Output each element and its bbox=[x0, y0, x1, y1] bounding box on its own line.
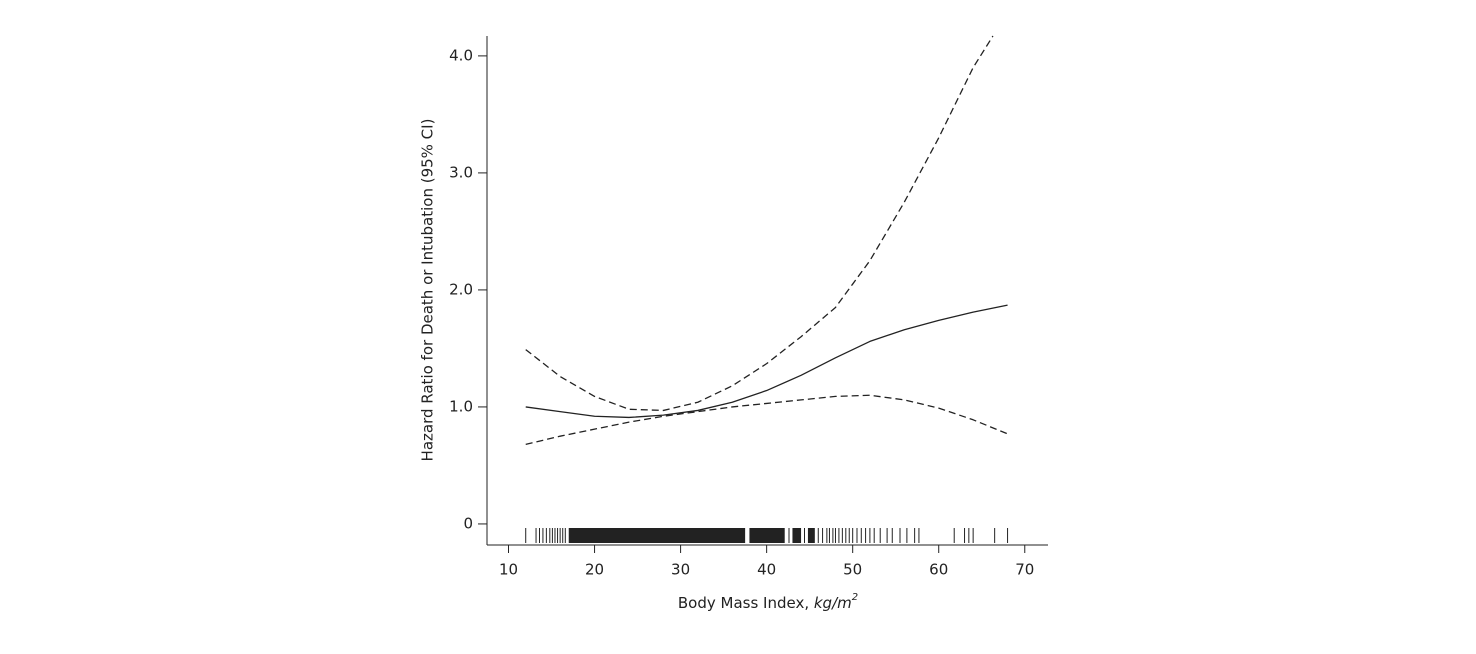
rug-band bbox=[749, 528, 785, 543]
rug-band bbox=[807, 528, 815, 543]
ci-line bbox=[525, 394, 1008, 446]
rug-band bbox=[568, 528, 746, 543]
x-tick-label: 30 bbox=[671, 561, 690, 579]
x-tick-label: 50 bbox=[843, 561, 862, 579]
x-tick-label: 10 bbox=[499, 561, 518, 579]
x-tick-label: 20 bbox=[585, 561, 604, 579]
x-label-text: Body Mass Index, bbox=[678, 594, 814, 612]
y-tick-label: 3.0 bbox=[449, 163, 473, 181]
x-tick-label: 60 bbox=[929, 561, 948, 579]
y-axis-label: Hazard Ratio for Death or Intubation (95… bbox=[419, 119, 437, 462]
x-label-sup: 2 bbox=[852, 592, 858, 603]
x-label-unit: kg/m bbox=[814, 594, 852, 612]
y-tick-label: 1.0 bbox=[449, 397, 473, 415]
x-tick-label: 40 bbox=[757, 561, 776, 579]
rug-band bbox=[792, 528, 802, 543]
y-tick-label: 2.0 bbox=[449, 280, 473, 298]
x-tick-label: 70 bbox=[1015, 561, 1034, 579]
y-tick-label: 0 bbox=[463, 514, 473, 532]
x-axis-label: Body Mass Index, kg/m2 bbox=[678, 592, 858, 612]
y-tick-label: 4.0 bbox=[449, 46, 473, 64]
ci-line bbox=[525, 35, 994, 412]
estimate-line bbox=[525, 304, 1008, 419]
